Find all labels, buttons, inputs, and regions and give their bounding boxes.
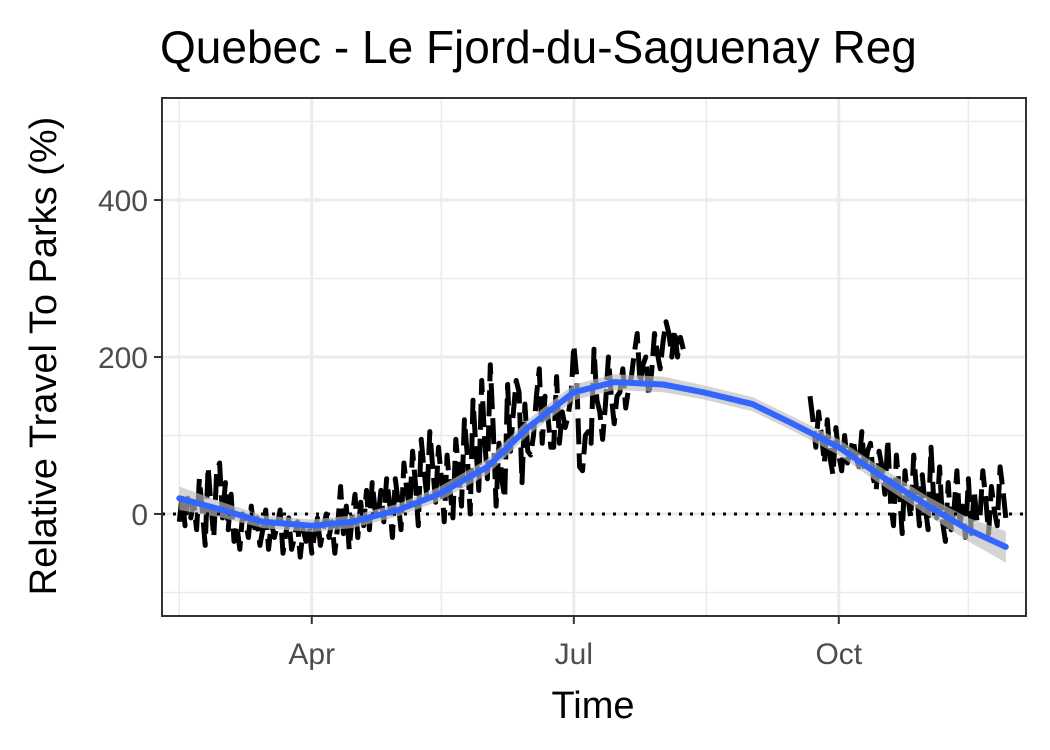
x-tick-label: Jul bbox=[555, 638, 593, 671]
x-tick-label: Apr bbox=[288, 638, 335, 671]
y-axis-title: Relative Travel To Parks (%) bbox=[23, 117, 65, 596]
y-tick-label: 0 bbox=[131, 499, 148, 532]
smooth-trend-line bbox=[176, 379, 1009, 550]
chart-title: Quebec - Le Fjord-du-Saguenay Reg bbox=[160, 21, 917, 73]
y-tick-label: 200 bbox=[98, 342, 148, 375]
plot-panel bbox=[161, 97, 1027, 617]
y-tick-label: 400 bbox=[98, 185, 148, 218]
x-axis-ticks: Apr Jul Oct bbox=[288, 616, 863, 671]
x-tick-label: Oct bbox=[815, 638, 862, 671]
x-axis-title: Time bbox=[551, 685, 634, 727]
y-axis-ticks: 0 200 400 bbox=[98, 185, 162, 532]
